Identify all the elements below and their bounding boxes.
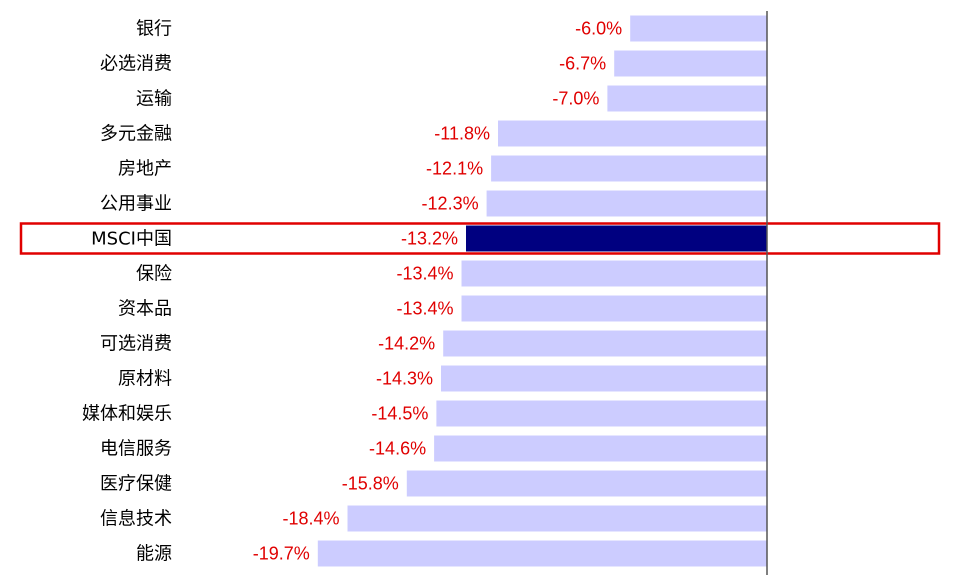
data-label: -14.3% (376, 369, 433, 389)
highlight-bar (466, 225, 767, 252)
bar (461, 295, 767, 322)
category-label: 运输 (136, 89, 172, 110)
category-label: 银行 (136, 19, 172, 40)
category-label: 能源 (136, 544, 172, 565)
bar (491, 155, 767, 182)
data-label: -7.0% (552, 89, 599, 109)
bar (443, 330, 767, 357)
data-label: -12.3% (422, 194, 479, 214)
category-label: 资本品 (118, 299, 172, 320)
data-label: -13.2% (401, 229, 458, 249)
data-label: -19.7% (253, 544, 310, 564)
bar (461, 260, 767, 287)
category-label: 房地产 (118, 159, 172, 180)
data-label: -11.8% (434, 124, 490, 144)
category-label: 可选消费 (100, 334, 172, 355)
category-label: 医疗保健 (100, 474, 172, 495)
bar (486, 190, 767, 217)
bar (406, 470, 767, 497)
highlight-box (19, 222, 941, 255)
bar (607, 85, 767, 112)
category-label: 信息技术 (100, 509, 172, 530)
category-label: 电信服务 (100, 439, 172, 460)
data-label: -18.4% (282, 509, 339, 529)
bar (317, 540, 767, 567)
category-label: 多元金融 (100, 124, 172, 145)
category-label: 原材料 (118, 369, 172, 390)
bar (436, 400, 767, 427)
data-label: -14.5% (371, 404, 428, 424)
labels-layer: 银行 -6.0% 必选消费 -6.7% 运输 -7.0% 多元金融 -11.8% 房地产 -12.… (82, 19, 622, 565)
data-label: -14.2% (378, 334, 435, 354)
bar (630, 15, 767, 42)
data-label: -6.0% (575, 19, 622, 39)
category-label: 必选消费 (100, 54, 172, 75)
bar (498, 120, 767, 147)
data-label: -6.7% (559, 54, 606, 74)
data-label: -13.4% (396, 264, 453, 284)
category-label: 媒体和娱乐 (82, 404, 172, 425)
data-label: -14.6% (369, 439, 426, 459)
category-label: 保险 (136, 264, 172, 285)
overlay-layer (19, 11, 941, 575)
category-label: MSCI中国 (91, 229, 172, 250)
bars-layer (317, 15, 767, 567)
bar (434, 435, 767, 462)
category-label: 公用事业 (100, 194, 172, 215)
data-label: -13.4% (396, 299, 453, 319)
data-label: -12.1% (426, 159, 483, 179)
bar (614, 50, 767, 77)
bar (347, 505, 767, 532)
data-label: -15.8% (342, 474, 399, 494)
bar (441, 365, 767, 392)
